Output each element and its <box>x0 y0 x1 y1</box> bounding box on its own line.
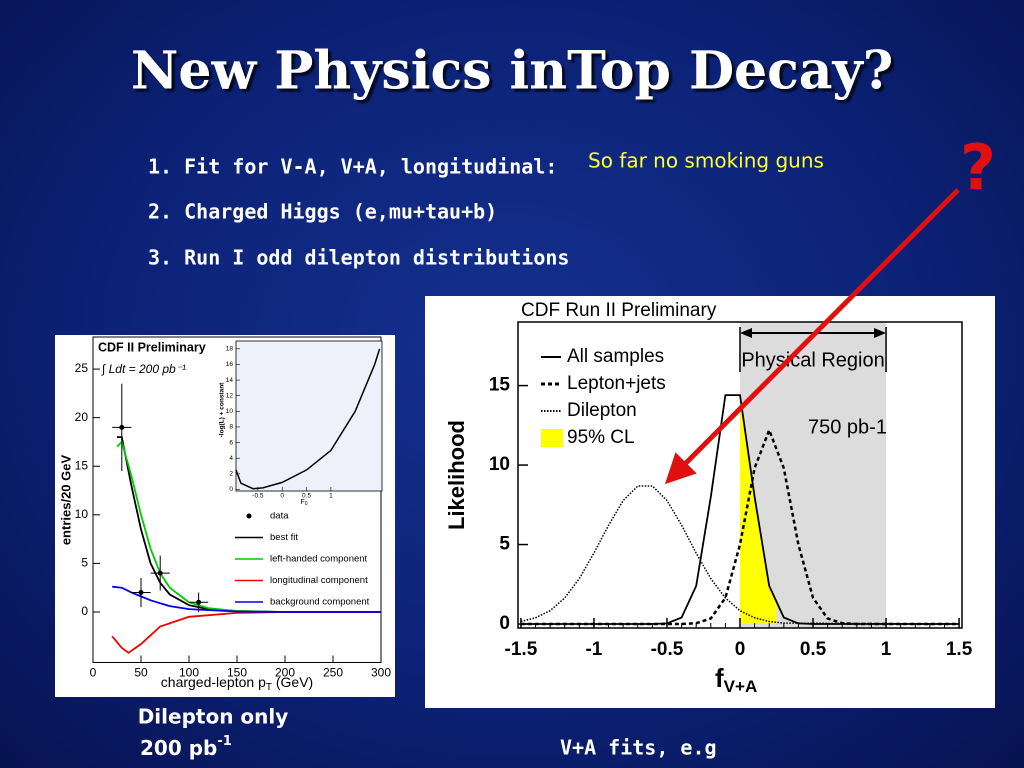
inset-y-tick-label: 0 <box>229 486 233 493</box>
inset-x-label-main: F <box>300 499 304 506</box>
bullet: 2. Charged Higgs (e,mu+tau+b) <box>148 200 497 224</box>
x-axis-label-sub: T <box>266 682 272 693</box>
x-tick-label: 0 <box>90 666 97 680</box>
y-tick-label: 5 <box>499 534 510 555</box>
y-tick-label: 25 <box>75 361 89 375</box>
x-tick-label: -1.5 <box>505 639 538 660</box>
caption: V+A fits, e.g <box>560 736 717 760</box>
x-tick-label: 200 <box>275 666 295 680</box>
x-tick-label: 50 <box>134 666 148 680</box>
legend-swatch <box>541 429 563 447</box>
legend-label: best fit <box>270 532 298 543</box>
x-tick-label: 300 <box>371 666 391 680</box>
legend-label: All samples <box>567 346 664 367</box>
inset-x-tick-label: 0 <box>280 493 284 500</box>
question-mark: ? <box>960 131 996 204</box>
legend-label: background component <box>270 597 370 608</box>
x-axis-label-tail: (GeV) <box>272 674 313 690</box>
x-axis-label-sub: V+A <box>724 677 758 696</box>
arrow <box>664 188 960 485</box>
data-point <box>157 570 163 576</box>
inset-x-label-sub: 0 <box>305 501 308 507</box>
inset-curve <box>235 348 381 490</box>
series-line <box>112 585 381 613</box>
y-tick-label: 5 <box>81 556 88 570</box>
legend-swatch <box>246 513 252 519</box>
inset-y-label: -log(L) + constant <box>219 382 226 438</box>
y-tick-label: 0 <box>499 613 510 634</box>
series-line <box>520 485 960 625</box>
y-tick-label: 15 <box>75 458 89 472</box>
annotation: 750 pb-1 <box>808 416 887 438</box>
region-label: Physical Region <box>741 349 884 371</box>
x-tick-label: 1.5 <box>946 639 973 660</box>
y-axis-label: entries/20 GeV <box>58 455 73 546</box>
inset-y-tick-label: 16 <box>226 361 234 368</box>
inset-x-tick-label: -0.5 <box>252 493 264 500</box>
inset-y-tick-label: 2 <box>229 471 233 478</box>
y-tick-label: 10 <box>489 454 510 475</box>
caption-sup: -1 <box>217 734 231 749</box>
slide-title: New Physics inTop Decay? <box>131 41 893 102</box>
data-point <box>119 424 125 430</box>
x-tick-label: -1 <box>585 639 602 660</box>
x-tick-label: -0.5 <box>651 639 684 660</box>
x-axis-label-main: charged-lepton p <box>161 674 266 690</box>
legend-label: longitudinal component <box>270 575 368 586</box>
legend-label: 95% CL <box>567 427 635 448</box>
y-tick-label: 10 <box>75 507 89 521</box>
x-tick-label: 0.5 <box>800 639 827 660</box>
legend-label: left-handed component <box>270 554 368 565</box>
inset-y-tick-label: 4 <box>229 455 233 462</box>
legend-label: data <box>270 511 289 522</box>
y-tick-label: 20 <box>75 410 89 424</box>
caption-lumi: 200 pb <box>140 736 217 760</box>
data-point <box>138 590 144 596</box>
inset-y-tick-label: 6 <box>229 439 233 446</box>
inset-x-tick-label: 1 <box>329 493 333 500</box>
bullet: 1. Fit for V-A, V+A, longitudinal: <box>148 155 557 179</box>
inset-x-label: F0 <box>300 499 307 507</box>
inset-y-tick-label: 18 <box>226 346 234 353</box>
cl-region <box>740 395 777 625</box>
lumi-label: ∫ Ldt = 200 pb⁻¹ <box>101 362 186 376</box>
bullet: 3. Run I odd dilepton distributions <box>148 246 569 270</box>
x-tick-label: 0 <box>735 639 746 660</box>
legend-label: Lepton+jets <box>567 373 666 394</box>
x-tick-label: 1 <box>881 639 892 660</box>
x-tick-label: 250 <box>323 666 343 680</box>
x-axis-label-main: f <box>715 663 724 693</box>
x-tick-label: 100 <box>179 666 199 680</box>
plot-title: CDF II Preliminary <box>98 340 206 354</box>
x-axis-label: charged-lepton pT (GeV) <box>161 674 313 693</box>
y-tick-label: 15 <box>489 375 511 396</box>
data-point <box>196 599 202 605</box>
inset-y-tick-label: 14 <box>226 377 234 384</box>
inset-x-tick-label: 0.5 <box>302 493 311 500</box>
x-tick-label: 150 <box>227 666 247 680</box>
caption: 200 pb-1 <box>140 734 232 760</box>
inset-y-tick-label: 12 <box>226 392 234 399</box>
right-plot: -1.5 -1 -0.5 0 0.5 1 1.5 0 5 10 15 CDF Run II Preli… <box>444 300 973 696</box>
note: So far no smoking guns <box>588 149 824 173</box>
inset-frame <box>235 340 383 492</box>
y-tick-label: 0 <box>81 604 88 618</box>
caption: Dilepton only <box>138 705 289 729</box>
inset-y-tick-label: 10 <box>226 408 234 415</box>
plot-title: CDF Run II Preliminary <box>521 300 717 321</box>
legend-label: Dilepton <box>567 400 637 421</box>
inset-y-tick-label: 8 <box>229 424 233 431</box>
x-axis-label: fV+A <box>715 663 757 697</box>
y-axis-label: Likelihood <box>444 420 469 530</box>
